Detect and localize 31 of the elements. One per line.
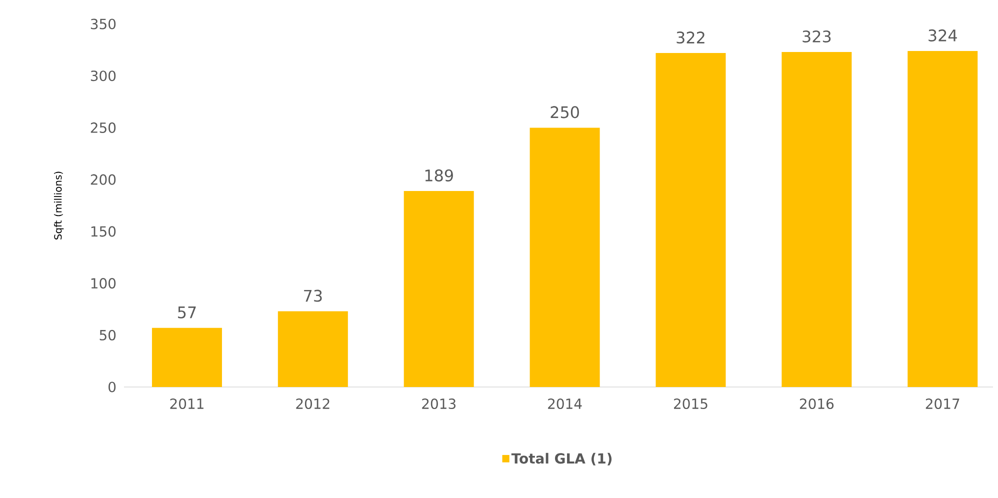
bar (278, 311, 348, 387)
x-tick-label: 2017 (926, 398, 960, 410)
x-tick-label: 2013 (422, 398, 456, 410)
data-label: 189 (425, 169, 453, 182)
data-label: 57 (178, 306, 196, 318)
y-tick-label: 300 (90, 70, 116, 82)
data-label: 250 (550, 106, 579, 118)
data-label: 322 (676, 31, 704, 44)
data-label: 324 (928, 29, 957, 42)
data-label: 323 (802, 30, 831, 42)
bar (404, 190, 474, 387)
bar (782, 52, 852, 387)
legend-label: Total GLA (1) (511, 452, 612, 466)
bar (530, 128, 600, 387)
y-tick-label: 150 (91, 226, 116, 237)
x-tick-label: 2011 (170, 398, 204, 410)
x-tick-label: 2015 (674, 398, 708, 410)
bar (152, 328, 222, 387)
x-tick-label: 2014 (548, 398, 582, 410)
y-tick-label: 250 (90, 122, 116, 133)
y-tick-label: 350 (90, 18, 116, 30)
y-tick-label: 50 (100, 330, 116, 340)
y-axis-title: Sqft (millions) (54, 172, 64, 240)
bar (656, 53, 726, 387)
data-label: 73 (304, 290, 322, 302)
x-tick-label: 2016 (800, 398, 834, 410)
x-tick-label: 2012 (296, 398, 330, 410)
y-tick-label: 200 (90, 174, 116, 185)
y-tick-label: 100 (91, 278, 116, 289)
bar (908, 50, 978, 387)
y-tick-label: 0 (108, 382, 116, 392)
